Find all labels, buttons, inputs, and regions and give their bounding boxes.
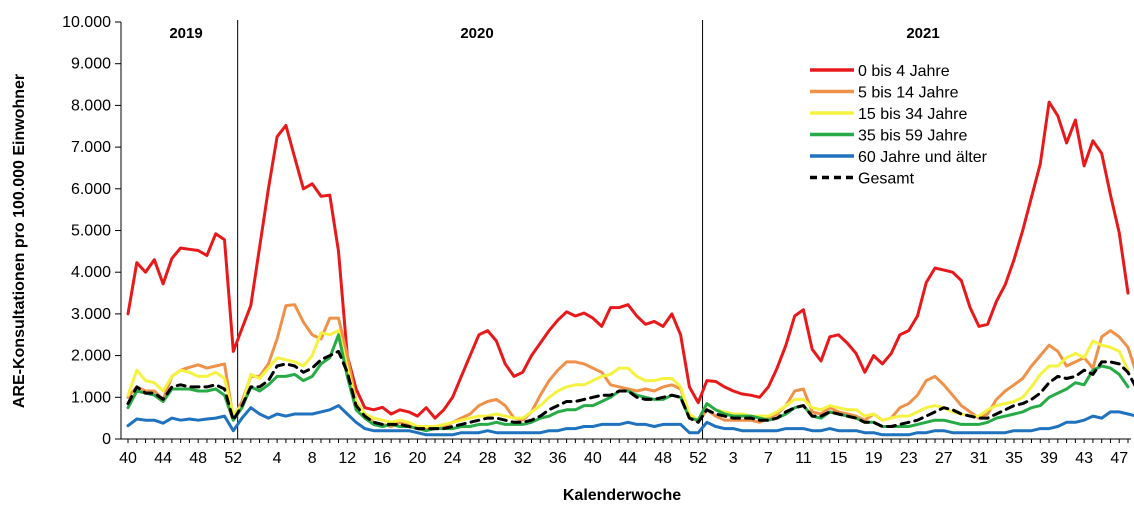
x-tick-label: 35 xyxy=(1005,450,1023,467)
y-tick-label: 10.000 xyxy=(62,14,111,31)
series-line-5-bis-14-jahre xyxy=(126,303,1134,431)
x-tick-label: 44 xyxy=(619,450,637,467)
y-tick-label: 7.000 xyxy=(71,139,111,156)
x-tick-label: 48 xyxy=(654,450,672,467)
y-tick-label: 4.000 xyxy=(71,264,111,281)
x-tick-label: 19 xyxy=(865,450,883,467)
y-tick-label: 6.000 xyxy=(71,181,111,198)
x-tick-label: 20 xyxy=(409,450,427,467)
x-tick-label: 48 xyxy=(189,450,207,467)
legend-label: 5 bis 14 Jahre xyxy=(858,85,959,102)
y-axis-title: ARE-Konsultationen pro 100.000 Einwohner xyxy=(11,74,28,408)
x-tick-label: 43 xyxy=(1075,450,1093,467)
x-tick-label: 40 xyxy=(584,450,602,467)
series-line-15-bis-34-jahre xyxy=(126,329,1130,428)
y-tick-label: 3.000 xyxy=(71,306,111,323)
series-line-0-bis-4-jahre xyxy=(126,100,1130,420)
legend-label: 15 bis 34 Jahre xyxy=(858,106,968,123)
y-tick-label: 2.000 xyxy=(71,348,111,365)
x-tick-label: 52 xyxy=(689,450,707,467)
y-tick-label: 8.000 xyxy=(71,97,111,114)
series-line-35-bis-59-jahre xyxy=(126,333,1130,433)
x-tick-label: 8 xyxy=(308,450,317,467)
year-label-2021: 2021 xyxy=(906,25,939,42)
x-tick-label: 7 xyxy=(764,450,773,467)
x-tick-label: 24 xyxy=(444,450,462,467)
legend-label: 60 Jahre und älter xyxy=(858,149,988,166)
legend-label: 35 bis 59 Jahre xyxy=(858,128,968,145)
legend-label: Gesamt xyxy=(858,171,915,188)
x-tick-label: 12 xyxy=(338,450,356,467)
x-tick-label: 39 xyxy=(1040,450,1058,467)
y-tick-label: 0 xyxy=(102,431,111,448)
year-label-2019: 2019 xyxy=(169,25,202,42)
axis-labels: 0 1.000 2.000 3.000 4.000 5.000 6.000 7.000 8.00… xyxy=(62,14,1128,467)
x-tick-label: 36 xyxy=(549,450,567,467)
x-tick-label: 28 xyxy=(479,450,497,467)
series-line-60-jahre-und-lter xyxy=(126,404,1134,437)
y-tick-label: 1.000 xyxy=(71,389,111,406)
legend-label: 0 bis 4 Jahre xyxy=(858,63,950,80)
x-tick-label: 40 xyxy=(119,450,137,467)
x-tick-label: 16 xyxy=(373,450,391,467)
x-tick-label: 27 xyxy=(935,450,953,467)
series-lines xyxy=(126,100,1134,437)
x-tick-label: 44 xyxy=(154,450,172,467)
x-tick-label: 3 xyxy=(729,450,738,467)
year-label-2020: 2020 xyxy=(460,25,493,42)
axes xyxy=(115,20,1131,443)
legend: 0 bis 4 Jahre 5 bis 14 Jahre 15 bis 34 Jah… xyxy=(810,63,988,188)
x-tick-label: 47 xyxy=(1110,450,1128,467)
x-tick-label: 23 xyxy=(900,450,918,467)
x-tick-label: 11 xyxy=(795,450,812,467)
y-tick-label: 9.000 xyxy=(71,56,111,73)
y-tick-label: 5.000 xyxy=(71,223,111,240)
x-tick-label: 31 xyxy=(970,450,988,467)
series-line-gesamt xyxy=(126,349,1134,431)
x-axis-title: Kalenderwoche xyxy=(563,487,681,504)
x-tick-label: 32 xyxy=(514,450,532,467)
x-tick-label: 52 xyxy=(224,450,242,467)
x-tick-label: 4 xyxy=(273,450,282,467)
x-tick-label: 15 xyxy=(830,450,848,467)
